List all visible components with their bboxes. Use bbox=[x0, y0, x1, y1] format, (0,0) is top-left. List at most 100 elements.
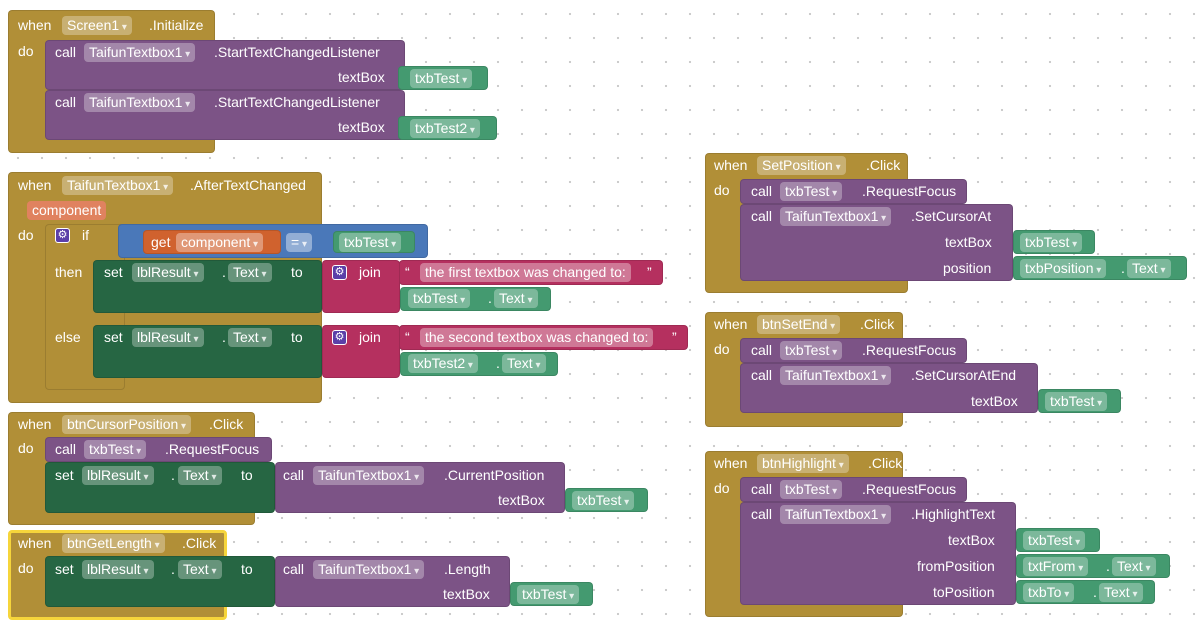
label-set_position-call-params-0-name: textBox bbox=[945, 234, 992, 250]
dropdown-screen1_initialize-calls-0-component[interactable]: TaifunTextbox1 bbox=[84, 42, 196, 62]
text-string-block[interactable] bbox=[399, 325, 688, 350]
label-btn_cursor_position-set-method: .CurrentPosition bbox=[444, 467, 545, 483]
label-kw-set: set bbox=[104, 264, 123, 280]
dropdown-after_text_changed-then-src[interactable]: txbTest bbox=[408, 288, 471, 308]
set-block-then[interactable] bbox=[93, 260, 322, 313]
label-kw-to: to bbox=[241, 467, 253, 483]
dropdown-screen1_initialize-component[interactable]: Screen1 bbox=[62, 15, 132, 35]
dropdown-btn_cursor_position-component[interactable]: btnCursorPosition bbox=[62, 414, 192, 434]
dropdown-set_position-call-component[interactable]: TaifunTextbox1 bbox=[780, 206, 892, 226]
dropdown-btn_cursor_position-set-property[interactable]: Text bbox=[178, 465, 222, 485]
text-after_text_changed-param[interactable]: component bbox=[27, 200, 107, 220]
label-kw-to: to bbox=[291, 264, 303, 280]
dropdown-btn_cursor_position-set-call_component[interactable]: TaifunTextbox1 bbox=[313, 465, 425, 485]
text-after_text_changed-else-string[interactable]: the second textbox was changed to: bbox=[420, 327, 654, 347]
label-kw-close_quote: ” bbox=[647, 264, 652, 280]
gear-mutator-icon[interactable]: ⚙ bbox=[332, 329, 347, 345]
set-block-else[interactable] bbox=[93, 325, 322, 378]
label-btn_set_end-call-params-0-name: textBox bbox=[971, 393, 1018, 409]
dropdown-btn_cursor_position-set-arg[interactable]: txbTest bbox=[572, 490, 635, 510]
label-btn_get_length-set-method: .Length bbox=[444, 561, 491, 577]
label-kw-when: when bbox=[18, 177, 52, 193]
dropdown-btn_cursor_position-focus-component[interactable]: txbTest bbox=[84, 439, 147, 459]
label-screen1_initialize-calls-1-method: .StartTextChangedListener bbox=[214, 94, 380, 110]
text-after_text_changed-then-string[interactable]: the first textbox was changed to: bbox=[420, 262, 631, 282]
label-kw-dot: . bbox=[171, 467, 175, 483]
gear-mutator-icon[interactable]: ⚙ bbox=[332, 264, 347, 280]
dropdown-set_position-focus-component[interactable]: txbTest bbox=[780, 181, 843, 201]
dropdown-after_text_changed-condition-op[interactable]: = bbox=[286, 232, 312, 252]
label-kw-do: do bbox=[18, 227, 34, 243]
dropdown-btn_highlight-call-params-2-arg[interactable]: txbTo bbox=[1023, 582, 1075, 602]
label-btn_highlight-call-params-1-name: fromPosition bbox=[917, 558, 995, 574]
label-kw-call: call bbox=[751, 481, 773, 497]
dropdown-btn_set_end-call-component[interactable]: TaifunTextbox1 bbox=[780, 365, 892, 385]
dropdown-after_text_changed-then-component[interactable]: lblResult bbox=[132, 262, 204, 282]
label-kw-dot: . bbox=[1093, 584, 1097, 600]
dropdown-after_text_changed-else-component[interactable]: lblResult bbox=[132, 327, 204, 347]
dropdown-btn_highlight-focus-component[interactable]: txbTest bbox=[780, 479, 843, 499]
dropdown-screen1_initialize-calls-1-component[interactable]: TaifunTextbox1 bbox=[84, 92, 196, 112]
dropdown-btn_get_length-set-call_component[interactable]: TaifunTextbox1 bbox=[313, 559, 425, 579]
label-kw-when: when bbox=[714, 455, 748, 471]
label-screen1_initialize-calls-0-method: .StartTextChangedListener bbox=[214, 44, 380, 60]
label-kw-open_quote: “ bbox=[405, 264, 410, 280]
label-kw-dot: . bbox=[1106, 558, 1110, 574]
dropdown-after_text_changed-else-property[interactable]: Text bbox=[228, 327, 272, 347]
dropdown-btn_cursor_position-set-component[interactable]: lblResult bbox=[82, 465, 154, 485]
label-set_position-call-method: .SetCursorAt bbox=[911, 208, 992, 224]
dropdown-btn_get_length-set-property[interactable]: Text bbox=[178, 559, 222, 579]
label-after_text_changed-event: .AfterTextChanged bbox=[190, 177, 306, 193]
dropdown-after_text_changed-then-src_prop[interactable]: Text bbox=[494, 288, 538, 308]
label-btn_set_end-event: .Click bbox=[860, 316, 895, 332]
text-string-block[interactable] bbox=[399, 260, 663, 285]
label-btn_get_length-set-param: textBox bbox=[443, 586, 490, 602]
label-set_position-event: .Click bbox=[866, 157, 901, 173]
label-kw-when: when bbox=[18, 416, 52, 432]
dropdown-btn_highlight-call-params-1-prop[interactable]: Text bbox=[1112, 556, 1156, 576]
label-btn_highlight-call-method: .HighlightText bbox=[911, 506, 996, 522]
call-request-focus[interactable] bbox=[740, 477, 967, 502]
dropdown-btn_set_end-call-params-0-arg[interactable]: txbTest bbox=[1045, 391, 1108, 411]
dropdown-screen1_initialize-calls-0-arg[interactable]: txbTest bbox=[410, 68, 473, 88]
label-kw-join: join bbox=[359, 329, 381, 345]
label-kw-do: do bbox=[714, 341, 730, 357]
label-kw-set: set bbox=[55, 467, 74, 483]
dropdown-btn_highlight-call-params-2-prop[interactable]: Text bbox=[1099, 582, 1143, 602]
dropdown-btn_get_length-set-component[interactable]: lblResult bbox=[82, 559, 154, 579]
dropdown-btn_highlight-call-component[interactable]: TaifunTextbox1 bbox=[780, 504, 892, 524]
label-btn_highlight-call-params-2-name: toPosition bbox=[933, 584, 995, 600]
call-request-focus[interactable] bbox=[740, 338, 967, 363]
dropdown-btn_highlight-call-params-1-arg[interactable]: txtFrom bbox=[1023, 556, 1089, 576]
dropdown-btn_get_length-set-arg[interactable]: txbTest bbox=[517, 584, 580, 604]
label-kw-then: then bbox=[55, 264, 83, 280]
dropdown-btn_highlight-call-params-0-arg[interactable]: txbTest bbox=[1023, 530, 1086, 550]
dropdown-btn_get_length-component[interactable]: btnGetLength bbox=[62, 533, 165, 553]
dropdown-after_text_changed-condition-compare[interactable]: txbTest bbox=[339, 232, 402, 252]
dropdown-set_position-call-params-1-prop[interactable]: Text bbox=[1127, 258, 1171, 278]
dropdown-after_text_changed-condition-var[interactable]: component bbox=[176, 232, 264, 252]
dropdown-after_text_changed-else-src[interactable]: txbTest2 bbox=[408, 353, 478, 373]
label-kw-open_quote: “ bbox=[405, 329, 410, 345]
dropdown-after_text_changed-else-src_prop[interactable]: Text bbox=[502, 353, 546, 373]
dropdown-set_position-call-params-1-arg[interactable]: txbPosition bbox=[1020, 258, 1107, 278]
dropdown-set_position-component[interactable]: SetPosition bbox=[757, 155, 846, 175]
label-kw-dot: . bbox=[171, 561, 175, 577]
dropdown-btn_set_end-component[interactable]: btnSetEnd bbox=[757, 314, 841, 334]
label-kw-dot: . bbox=[222, 264, 226, 280]
dropdown-screen1_initialize-calls-1-arg[interactable]: txbTest2 bbox=[410, 118, 480, 138]
dropdown-after_text_changed-component[interactable]: TaifunTextbox1 bbox=[62, 175, 174, 195]
call-request-focus[interactable] bbox=[45, 437, 272, 462]
label-btn_highlight-focus-method: .RequestFocus bbox=[862, 481, 957, 497]
dropdown-set_position-call-params-0-arg[interactable]: txbTest bbox=[1020, 232, 1083, 252]
dropdown-after_text_changed-then-property[interactable]: Text bbox=[228, 262, 272, 282]
dropdown-btn_set_end-focus-component[interactable]: txbTest bbox=[780, 340, 843, 360]
label-set_position-focus-method: .RequestFocus bbox=[862, 183, 957, 199]
label-kw-call: call bbox=[751, 208, 773, 224]
gear-mutator-icon[interactable]: ⚙ bbox=[55, 227, 70, 243]
label-kw-when: when bbox=[18, 535, 52, 551]
label-kw-call: call bbox=[283, 467, 305, 483]
label-kw-set: set bbox=[104, 329, 123, 345]
call-request-focus[interactable] bbox=[740, 179, 967, 204]
dropdown-btn_highlight-component[interactable]: btnHighlight bbox=[757, 453, 849, 473]
